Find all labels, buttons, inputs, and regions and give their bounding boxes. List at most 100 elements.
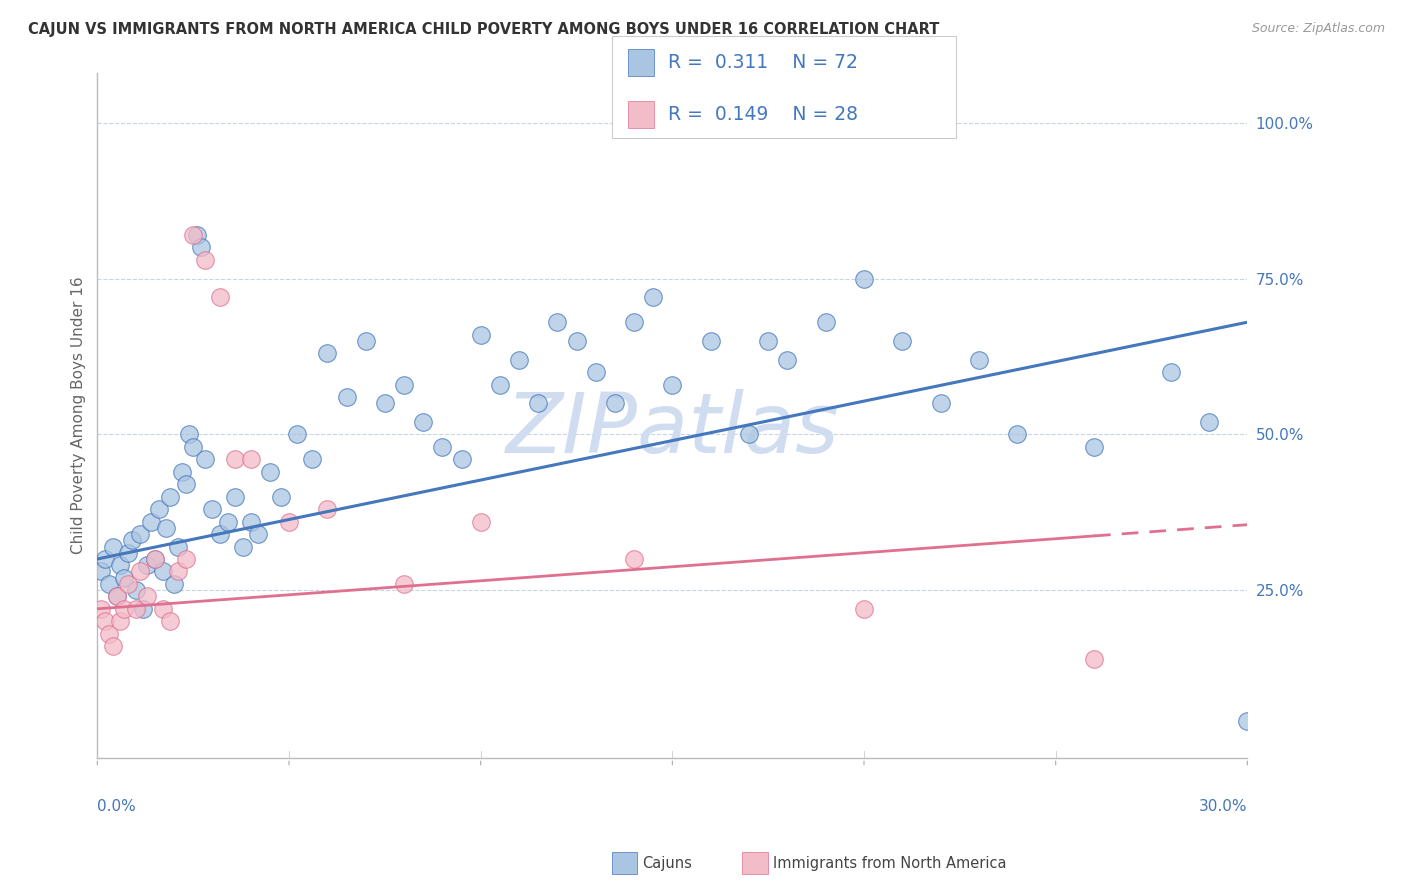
Point (190, 240, 212, 254)
Point (125, 583, 148, 598)
Point (208, 290, 231, 304)
Point (450, 452, 472, 467)
Point (112, 602, 135, 616)
Point (929, 396, 952, 410)
Point (776, 352, 799, 367)
Point (155, 521, 177, 535)
Point (136, 590, 159, 604)
Point (301, 452, 323, 467)
Point (170, 465, 193, 479)
Point (853, 602, 876, 616)
Text: ZIPatlas: ZIPatlas (506, 389, 839, 470)
Point (166, 565, 188, 579)
Point (179, 427, 201, 442)
Point (470, 327, 492, 342)
Point (105, 590, 128, 604)
Point (603, 396, 626, 410)
Point (316, 346, 339, 360)
Point (90, 602, 112, 616)
Point (217, 515, 239, 529)
Point (1236, 714, 1258, 728)
Point (259, 465, 281, 479)
Point (224, 490, 246, 504)
Point (527, 396, 550, 410)
Point (565, 334, 588, 348)
Text: Immigrants from North America: Immigrants from North America (773, 856, 1007, 871)
Point (136, 558, 159, 573)
Point (354, 334, 377, 348)
Point (105, 590, 128, 604)
Point (94, 552, 117, 566)
Point (143, 552, 166, 566)
Point (152, 565, 174, 579)
Text: R =  0.311    N = 72: R = 0.311 N = 72 (668, 53, 858, 72)
Point (374, 396, 396, 410)
Point (208, 527, 231, 541)
Point (392, 377, 415, 392)
Point (159, 490, 181, 504)
Point (224, 452, 246, 467)
Text: Cajuns: Cajuns (643, 856, 692, 871)
Point (239, 515, 262, 529)
Point (152, 602, 174, 616)
Point (94, 614, 117, 628)
Point (270, 490, 292, 504)
Point (110, 558, 132, 573)
Point (201, 502, 224, 516)
Point (814, 315, 837, 329)
Point (1198, 415, 1220, 429)
Point (489, 377, 512, 392)
Point (546, 315, 568, 329)
Point (194, 452, 217, 467)
Text: Source: ZipAtlas.com: Source: ZipAtlas.com (1251, 22, 1385, 36)
Point (1083, 440, 1105, 454)
Point (585, 365, 607, 379)
Point (1083, 651, 1105, 665)
Point (232, 540, 254, 554)
Point (643, 290, 665, 304)
Point (661, 377, 683, 392)
Point (97, 577, 120, 591)
Point (166, 540, 188, 554)
Point (470, 515, 492, 529)
Point (181, 440, 204, 454)
Point (90, 565, 112, 579)
Point (623, 315, 645, 329)
Point (967, 352, 990, 367)
Point (738, 427, 761, 442)
Point (756, 334, 779, 348)
Point (194, 252, 217, 267)
Point (508, 352, 530, 367)
Y-axis label: Child Poverty Among Boys Under 16: Child Poverty Among Boys Under 16 (72, 277, 86, 555)
Point (143, 552, 166, 566)
Point (174, 552, 197, 566)
Point (101, 540, 124, 554)
Point (853, 271, 876, 285)
Point (316, 502, 339, 516)
Point (891, 334, 914, 348)
Point (139, 515, 162, 529)
Point (392, 577, 415, 591)
Point (699, 334, 721, 348)
Point (163, 577, 186, 591)
Point (117, 546, 139, 560)
Point (148, 502, 170, 516)
Point (117, 577, 139, 591)
Point (239, 452, 262, 467)
Point (128, 527, 150, 541)
Point (285, 427, 308, 442)
Point (121, 533, 143, 548)
Point (132, 602, 155, 616)
Text: R =  0.149    N = 28: R = 0.149 N = 28 (668, 104, 858, 124)
Point (125, 602, 148, 616)
Point (1160, 365, 1182, 379)
Point (181, 227, 204, 242)
Point (432, 440, 454, 454)
Point (112, 571, 135, 585)
Text: 0.0%: 0.0% (97, 799, 136, 814)
Text: 30.0%: 30.0% (1199, 799, 1247, 814)
Text: CAJUN VS IMMIGRANTS FROM NORTH AMERICA CHILD POVERTY AMONG BOYS UNDER 16 CORRELA: CAJUN VS IMMIGRANTS FROM NORTH AMERICA C… (28, 22, 939, 37)
Point (174, 477, 197, 491)
Point (97, 626, 120, 640)
Point (101, 639, 124, 653)
